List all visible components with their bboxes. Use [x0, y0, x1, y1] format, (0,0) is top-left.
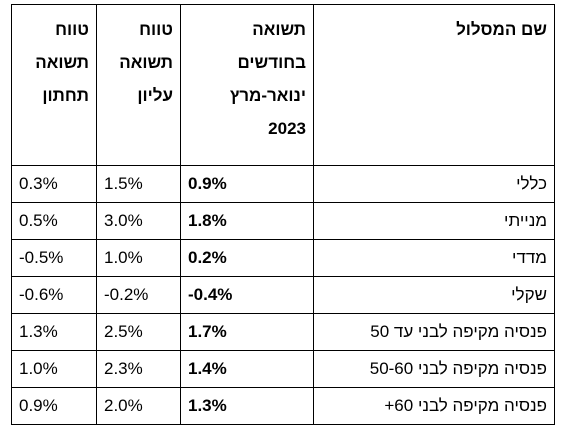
- header-upper-range: טווח תשואה עליון: [96, 4, 181, 166]
- row-lower-value: -0.6%: [19, 285, 64, 304]
- header-lower-line2: תשואה: [35, 53, 89, 72]
- row-lower-range: 0.3%: [11, 165, 97, 203]
- row-return: 1.8%: [180, 202, 314, 240]
- row-upper-value: -0.2%: [104, 285, 149, 304]
- row-return-value: 1.8%: [188, 211, 227, 230]
- header-row: שם המסלול תשואה בחודשים ינואר-מרץ 2023 ט…: [11, 4, 555, 166]
- header-lower-line3: תחתון: [42, 86, 89, 105]
- table-row: פנסיה מקיפה לבני 60+ 1.3% 2.0% 0.9%: [11, 387, 555, 425]
- row-lower-range: 0.9%: [11, 387, 97, 425]
- row-upper-range: 2.0%: [96, 387, 181, 425]
- row-return: 1.7%: [180, 313, 314, 351]
- row-track-name: מדדי: [313, 239, 555, 277]
- row-return-value: 1.4%: [188, 359, 227, 378]
- row-upper-value: 3.0%: [104, 211, 143, 230]
- row-upper-range: -0.2%: [96, 276, 181, 314]
- row-upper-range: 3.0%: [96, 202, 181, 240]
- row-lower-range: 1.3%: [11, 313, 97, 351]
- row-upper-range: 2.5%: [96, 313, 181, 351]
- row-track-name: כללי: [313, 165, 555, 203]
- row-track-name: פנסיה מקיפה לבני 50-60: [313, 350, 555, 388]
- row-return-value: 1.7%: [188, 322, 227, 341]
- row-upper-value: 2.0%: [104, 396, 143, 415]
- row-return: 0.9%: [180, 165, 314, 203]
- header-return: תשואה בחודשים ינואר-מרץ 2023: [180, 4, 314, 166]
- row-upper-range: 1.5%: [96, 165, 181, 203]
- row-return-value: -0.4%: [188, 285, 233, 304]
- row-upper-value: 1.0%: [104, 248, 143, 267]
- row-lower-range: -0.5%: [11, 239, 97, 277]
- row-track-name: פנסיה מקיפה לבני 60+: [313, 387, 555, 425]
- row-return: 1.3%: [180, 387, 314, 425]
- row-lower-value: 0.3%: [19, 174, 58, 193]
- header-track-name-text: שם המסלול: [456, 20, 547, 39]
- table-row: מנייתי 1.8% 3.0% 0.5%: [11, 202, 555, 240]
- row-lower-value: 1.0%: [19, 359, 58, 378]
- row-track-name: מנייתי: [313, 202, 555, 240]
- row-lower-range: -0.6%: [11, 276, 97, 314]
- header-upper-line1: טווח: [139, 20, 173, 39]
- row-return-value: 0.2%: [188, 248, 227, 267]
- row-lower-value: 0.9%: [19, 396, 58, 415]
- table-row: פנסיה מקיפה לבני עד 50 1.7% 2.5% 1.3%: [11, 313, 555, 351]
- row-lower-value: -0.5%: [19, 248, 64, 267]
- table-row: מדדי 0.2% 1.0% -0.5%: [11, 239, 555, 277]
- table-row: פנסיה מקיפה לבני 50-60 1.4% 2.3% 1.0%: [11, 350, 555, 388]
- row-return: 0.2%: [180, 239, 314, 277]
- returns-table: שם המסלול תשואה בחודשים ינואר-מרץ 2023 ט…: [11, 4, 555, 425]
- header-upper-line2: תשואה: [119, 53, 173, 72]
- header-return-line3: ינואר-מרץ: [229, 86, 306, 105]
- header-lower-line1: טווח: [55, 20, 89, 39]
- header-upper-line3: עליון: [137, 86, 173, 105]
- header-return-line1: תשואה: [252, 20, 306, 39]
- header-lower-range: טווח תשואה תחתון: [11, 4, 97, 166]
- row-upper-value: 2.3%: [104, 359, 143, 378]
- row-lower-range: 1.0%: [11, 350, 97, 388]
- row-lower-value: 0.5%: [19, 211, 58, 230]
- row-upper-value: 1.5%: [104, 174, 143, 193]
- table-row: כללי 0.9% 1.5% 0.3%: [11, 165, 555, 203]
- row-lower-value: 1.3%: [19, 322, 58, 341]
- header-track-name: שם המסלול: [313, 4, 555, 166]
- row-track-name: פנסיה מקיפה לבני עד 50: [313, 313, 555, 351]
- row-return: -0.4%: [180, 276, 314, 314]
- row-return-value: 1.3%: [188, 396, 227, 415]
- row-track-name: שקלי: [313, 276, 555, 314]
- header-return-line2: בחודשים: [237, 53, 306, 72]
- row-upper-value: 2.5%: [104, 322, 143, 341]
- table-row: שקלי -0.4% -0.2% -0.6%: [11, 276, 555, 314]
- row-return-value: 0.9%: [188, 174, 227, 193]
- row-upper-range: 1.0%: [96, 239, 181, 277]
- row-lower-range: 0.5%: [11, 202, 97, 240]
- header-return-line4: 2023: [268, 119, 306, 138]
- row-upper-range: 2.3%: [96, 350, 181, 388]
- row-return: 1.4%: [180, 350, 314, 388]
